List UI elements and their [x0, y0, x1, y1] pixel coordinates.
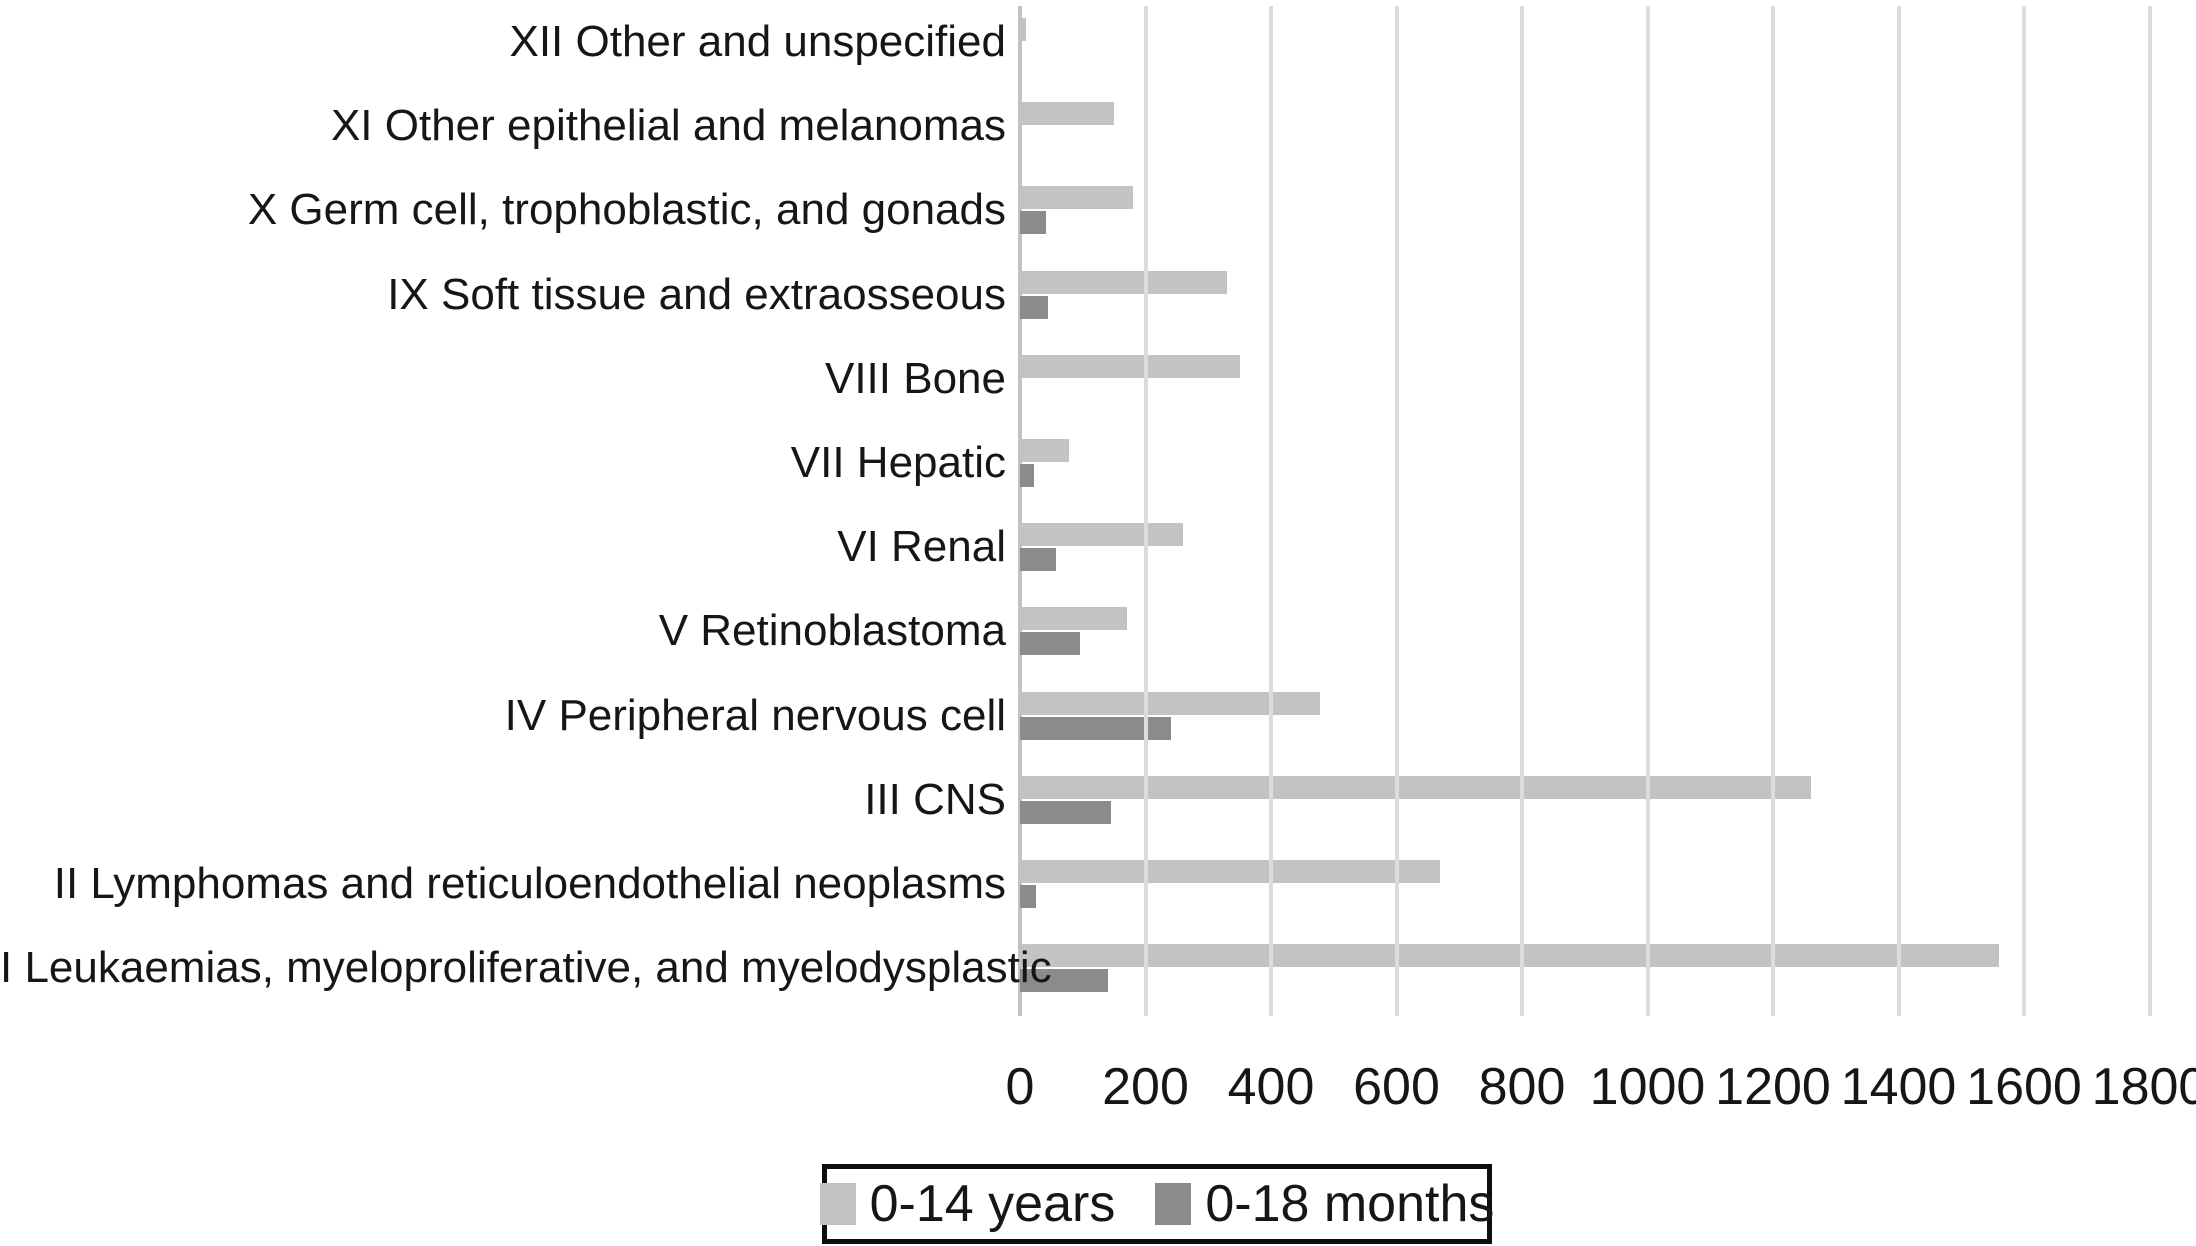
category-label: X Germ cell, trophoblastic, and gonads: [247, 185, 1006, 235]
bar-0-14-years: [1020, 860, 1441, 883]
bar-0-14-years: [1020, 186, 1133, 210]
legend-box: 0-14 years 0-18 months: [819, 1164, 1494, 1244]
category-label: IV Peripheral nervous cell: [504, 690, 1006, 740]
bar-0-18-months: [1020, 632, 1080, 656]
x-tick-label-800: 800: [1478, 1058, 1566, 1116]
legend-swatch-0-14-years: [819, 1183, 856, 1225]
gridline-1000: [1645, 6, 1650, 1016]
category-label: V Retinoblastoma: [658, 606, 1006, 656]
bar-0-14-years: [1020, 944, 1999, 968]
bar-0-18-months: [1020, 211, 1047, 235]
category-label: III CNS: [864, 774, 1006, 824]
x-tick-label-1800: 1800: [2091, 1058, 2196, 1116]
category-label: II Lymphomas and reticuloendothelial neo…: [53, 859, 1006, 908]
gridline-600: [1394, 6, 1399, 1016]
category-label: I Leukaemias, myeloproliferative, and my…: [0, 943, 1052, 993]
category-label: VII Hepatic: [790, 438, 1006, 487]
bar-0-14-years: [1020, 18, 1027, 41]
bar-0-14-years: [1020, 607, 1127, 631]
bar-0-14-years: [1020, 691, 1320, 715]
gridline-400: [1269, 6, 1273, 1016]
bar-0-14-years: [1020, 523, 1184, 547]
category-label: IX Soft tissue and extraosseous: [387, 269, 1006, 319]
bar-0-18-months: [1020, 548, 1057, 572]
gridline-200: [1143, 6, 1148, 1016]
gridline-1600: [2022, 6, 2026, 1016]
bar-0-18-months: [1020, 716, 1171, 740]
x-tick-label-1600: 1600: [1966, 1058, 2082, 1116]
bar-0-18-months: [1020, 969, 1108, 993]
bar-0-18-months: [1020, 885, 1036, 908]
x-tick-label-1200: 1200: [1715, 1058, 1831, 1116]
gridline-1400: [1896, 6, 1901, 1016]
bar-0-18-months: [1020, 295, 1049, 319]
category-label: VI Renal: [837, 522, 1006, 572]
x-tick-label-600: 600: [1353, 1058, 1440, 1116]
bar-0-14-years: [1020, 354, 1240, 378]
bar-0-14-years: [1020, 102, 1115, 126]
legend-item: 0-14 years: [819, 1174, 1116, 1234]
x-tick-label-400: 400: [1227, 1058, 1315, 1116]
category-label: VIII Bone: [824, 353, 1006, 403]
bar-0-14-years: [1020, 775, 1811, 799]
bar-0-14-years: [1020, 270, 1228, 294]
legend-item: 0-18 months: [1155, 1174, 1494, 1234]
x-tick-label-1000: 1000: [1589, 1058, 1706, 1116]
x-tick-label-1400: 1400: [1840, 1058, 1957, 1116]
category-label: XII Other and unspecified: [509, 17, 1006, 66]
legend-label: 0-14 years: [869, 1175, 1116, 1233]
x-tick-label-200: 200: [1102, 1058, 1189, 1116]
category-label: XI Other epithelial and melanomas: [330, 101, 1006, 151]
y-axis-line: [1018, 6, 1022, 1016]
gridline-800: [1520, 6, 1524, 1016]
bar-0-14-years: [1020, 439, 1069, 462]
x-tick-label-0: 0: [1005, 1058, 1035, 1116]
legend-label: 0-18 months: [1205, 1175, 1495, 1233]
bar-0-18-months: [1020, 800, 1111, 824]
legend-swatch-0-18-months: [1155, 1183, 1192, 1225]
gridline-1800: [2147, 6, 2152, 1016]
bar-0-18-months: [1020, 464, 1035, 487]
gridline-1200: [1771, 6, 1775, 1016]
